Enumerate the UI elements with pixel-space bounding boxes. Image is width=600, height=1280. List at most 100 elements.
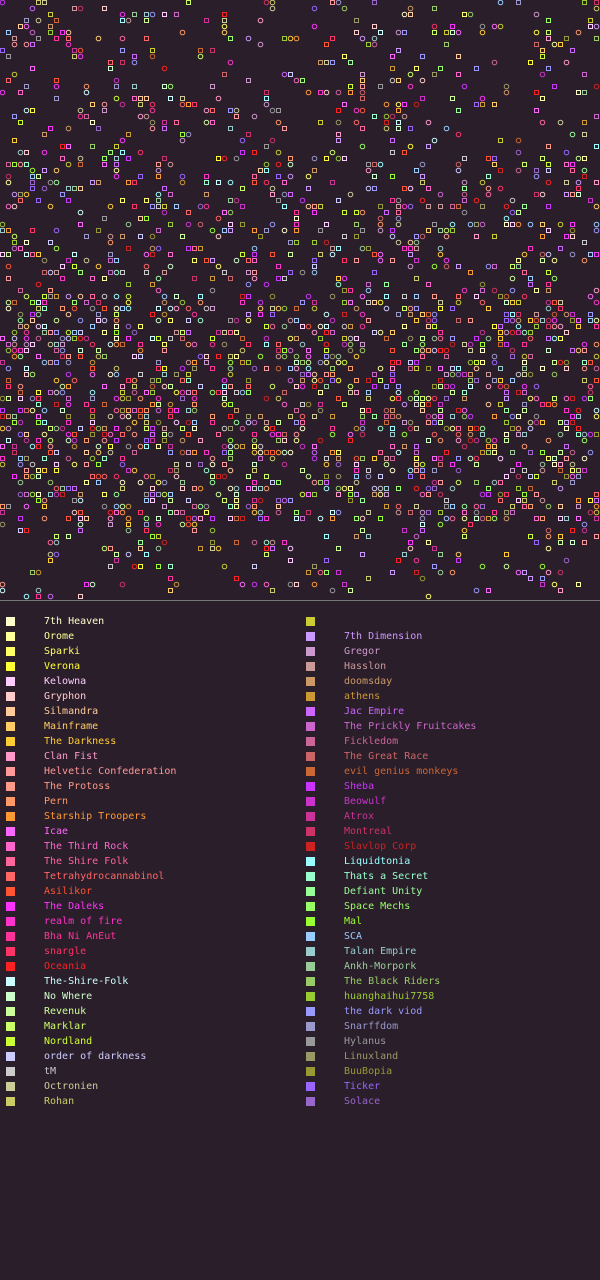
planet-marker[interactable]	[84, 438, 89, 443]
planet-marker[interactable]	[402, 294, 407, 299]
planet-marker[interactable]	[252, 252, 257, 257]
planet-marker[interactable]	[324, 324, 329, 329]
planet-marker[interactable]	[342, 402, 347, 407]
planet-marker[interactable]	[150, 498, 155, 503]
star-marker[interactable]	[473, 587, 480, 594]
planet-marker[interactable]	[342, 258, 347, 263]
star-marker[interactable]	[419, 461, 426, 468]
star-marker[interactable]	[53, 539, 60, 546]
planet-marker[interactable]	[120, 198, 125, 203]
star-marker[interactable]	[47, 437, 54, 444]
star-marker[interactable]	[203, 119, 210, 126]
planet-marker[interactable]	[0, 444, 5, 449]
planet-marker[interactable]	[174, 294, 179, 299]
planet-marker[interactable]	[132, 12, 137, 17]
planet-marker[interactable]	[36, 396, 41, 401]
star-marker[interactable]	[575, 29, 582, 36]
star-marker[interactable]	[263, 0, 270, 6]
star-marker[interactable]	[539, 71, 546, 78]
planet-marker[interactable]	[66, 384, 71, 389]
planet-marker[interactable]	[108, 258, 113, 263]
planet-marker[interactable]	[330, 426, 335, 431]
planet-marker[interactable]	[504, 420, 509, 425]
planet-marker[interactable]	[450, 228, 455, 233]
planet-marker[interactable]	[36, 174, 41, 179]
star-marker[interactable]	[425, 485, 432, 492]
star-marker[interactable]	[0, 395, 6, 402]
planet-marker[interactable]	[282, 348, 287, 353]
planet-marker[interactable]	[12, 138, 17, 143]
planet-marker[interactable]	[558, 42, 563, 47]
planet-marker[interactable]	[114, 84, 119, 89]
planet-marker[interactable]	[24, 348, 29, 353]
planet-marker[interactable]	[144, 420, 149, 425]
planet-marker[interactable]	[132, 54, 137, 59]
planet-marker[interactable]	[360, 96, 365, 101]
planet-marker[interactable]	[204, 450, 209, 455]
planet-marker[interactable]	[270, 426, 275, 431]
planet-marker[interactable]	[468, 318, 473, 323]
planet-marker[interactable]	[594, 144, 599, 149]
planet-marker[interactable]	[360, 498, 365, 503]
star-marker[interactable]	[593, 407, 600, 414]
planet-marker[interactable]	[210, 516, 215, 521]
planet-marker[interactable]	[414, 468, 419, 473]
star-marker[interactable]	[113, 491, 120, 498]
star-marker[interactable]	[161, 491, 168, 498]
planet-marker[interactable]	[366, 300, 371, 305]
star-marker[interactable]	[95, 353, 102, 360]
star-marker[interactable]	[197, 353, 204, 360]
star-marker[interactable]	[179, 389, 186, 396]
star-marker[interactable]	[563, 59, 570, 66]
star-marker[interactable]	[449, 515, 456, 522]
planet-marker[interactable]	[330, 372, 335, 377]
star-marker[interactable]	[125, 323, 132, 330]
star-marker[interactable]	[53, 167, 60, 174]
planet-marker[interactable]	[384, 504, 389, 509]
planet-marker[interactable]	[30, 180, 35, 185]
planet-marker[interactable]	[228, 108, 233, 113]
star-marker[interactable]	[269, 293, 276, 300]
star-marker[interactable]	[395, 413, 402, 420]
planet-marker[interactable]	[84, 234, 89, 239]
star-marker[interactable]	[563, 395, 570, 402]
planet-marker[interactable]	[432, 30, 437, 35]
star-marker[interactable]	[395, 239, 402, 246]
star-marker[interactable]	[11, 203, 18, 210]
star-marker[interactable]	[0, 587, 6, 594]
star-marker[interactable]	[53, 179, 60, 186]
planet-marker[interactable]	[426, 282, 431, 287]
star-marker[interactable]	[131, 377, 138, 384]
planet-marker[interactable]	[588, 252, 593, 257]
star-marker[interactable]	[317, 359, 324, 366]
star-marker[interactable]	[383, 101, 390, 108]
planet-marker[interactable]	[360, 552, 365, 557]
planet-marker[interactable]	[432, 456, 437, 461]
planet-marker[interactable]	[396, 78, 401, 83]
star-marker[interactable]	[251, 365, 258, 372]
star-marker[interactable]	[515, 221, 522, 228]
star-marker[interactable]	[281, 227, 288, 234]
planet-marker[interactable]	[330, 378, 335, 383]
planet-marker[interactable]	[204, 354, 209, 359]
planet-marker[interactable]	[570, 540, 575, 545]
planet-marker[interactable]	[180, 480, 185, 485]
planet-marker[interactable]	[504, 510, 509, 515]
planet-marker[interactable]	[246, 312, 251, 317]
planet-marker[interactable]	[330, 36, 335, 41]
star-marker[interactable]	[239, 425, 246, 432]
star-marker[interactable]	[431, 317, 438, 324]
star-marker[interactable]	[47, 443, 54, 450]
star-marker[interactable]	[263, 281, 270, 288]
planet-marker[interactable]	[228, 318, 233, 323]
planet-marker[interactable]	[228, 516, 233, 521]
star-marker[interactable]	[185, 305, 192, 312]
planet-marker[interactable]	[162, 12, 167, 17]
star-marker[interactable]	[581, 431, 588, 438]
star-marker[interactable]	[581, 341, 588, 348]
planet-marker[interactable]	[546, 36, 551, 41]
star-marker[interactable]	[407, 239, 414, 246]
star-marker[interactable]	[65, 335, 72, 342]
star-marker[interactable]	[11, 233, 18, 240]
planet-marker[interactable]	[12, 420, 17, 425]
